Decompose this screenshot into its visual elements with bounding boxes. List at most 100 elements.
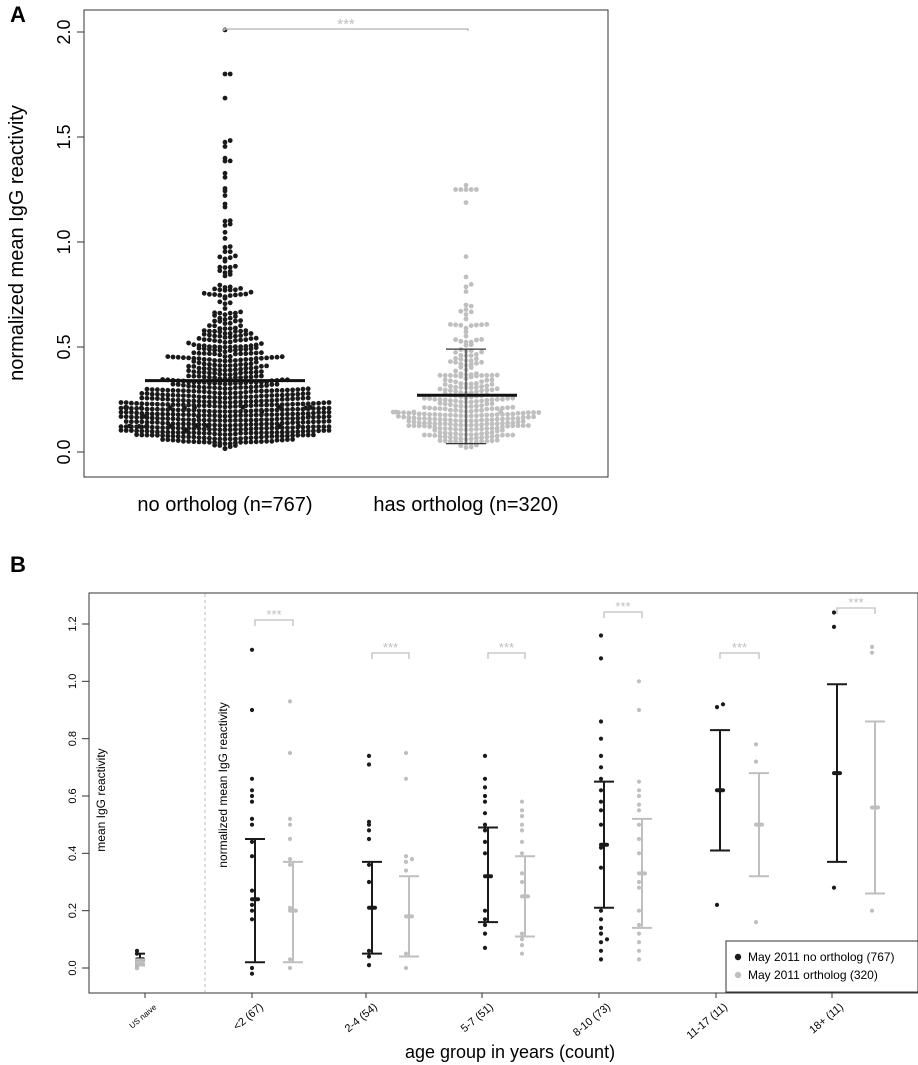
data-point xyxy=(149,396,155,401)
data-point xyxy=(160,420,166,426)
data-point xyxy=(139,411,145,416)
data-point xyxy=(290,425,295,430)
data-point xyxy=(316,419,321,425)
data-point xyxy=(484,387,490,393)
data-point xyxy=(123,414,129,420)
data-point xyxy=(453,350,458,355)
data-point xyxy=(160,387,166,393)
data-point xyxy=(494,397,500,402)
data-point xyxy=(636,779,642,784)
data-point xyxy=(222,409,228,414)
data-point xyxy=(479,379,484,384)
data-point xyxy=(305,401,311,407)
data-point xyxy=(181,425,186,431)
data-point xyxy=(403,965,409,971)
data-point xyxy=(259,434,264,440)
data-point xyxy=(463,316,469,322)
data-point xyxy=(515,419,521,425)
data-point xyxy=(253,342,259,348)
data-point xyxy=(233,253,238,259)
data-point xyxy=(123,400,129,405)
data-point xyxy=(458,427,464,432)
data-point xyxy=(366,819,372,824)
data-point xyxy=(217,292,223,298)
data-point xyxy=(201,413,207,418)
data-point xyxy=(264,421,269,427)
data-point xyxy=(279,388,285,393)
data-point xyxy=(448,431,453,436)
data-point xyxy=(155,429,160,435)
data-point xyxy=(300,424,306,430)
data-point xyxy=(479,359,484,365)
data-point xyxy=(248,399,254,404)
data-point xyxy=(144,391,150,396)
data-point xyxy=(442,412,448,418)
data-point xyxy=(155,387,160,393)
data-point xyxy=(217,404,223,409)
data-point xyxy=(253,394,259,399)
data-point xyxy=(155,425,160,430)
data-point xyxy=(212,338,218,343)
data-point xyxy=(201,374,207,380)
data-point xyxy=(233,310,238,316)
data-point xyxy=(238,362,244,367)
data-point xyxy=(489,430,495,436)
data-point xyxy=(520,423,526,428)
data-point xyxy=(468,282,474,287)
data-point xyxy=(165,420,171,426)
data-point xyxy=(714,902,720,908)
data-point xyxy=(479,373,484,378)
data-point xyxy=(526,414,531,420)
data-point xyxy=(118,427,124,433)
data-point xyxy=(479,431,484,437)
data-point xyxy=(295,401,301,407)
data-point xyxy=(170,397,176,403)
data-point xyxy=(201,366,207,371)
data-point xyxy=(222,418,228,424)
data-point xyxy=(448,426,453,432)
data-point xyxy=(489,426,495,431)
data-point xyxy=(264,355,269,361)
data-point xyxy=(217,310,223,316)
data-point xyxy=(598,736,604,741)
data-point xyxy=(500,420,505,426)
data-point xyxy=(196,365,202,371)
data-point xyxy=(264,425,269,431)
data-point xyxy=(249,793,255,799)
data-point xyxy=(427,420,432,426)
data-point xyxy=(274,388,280,393)
data-point xyxy=(207,408,212,414)
data-point xyxy=(285,429,290,435)
data-point xyxy=(134,401,140,406)
data-point xyxy=(170,437,176,443)
data-point xyxy=(753,920,759,925)
data-point xyxy=(463,187,469,192)
data-point xyxy=(598,719,604,724)
data-point xyxy=(222,256,228,262)
x-tick-label: 11-17 (11) xyxy=(685,1001,730,1042)
data-point xyxy=(196,384,202,390)
data-point xyxy=(191,350,197,356)
data-point xyxy=(285,411,290,417)
data-point xyxy=(222,229,228,235)
data-point xyxy=(201,343,207,349)
data-point xyxy=(468,303,474,309)
data-point xyxy=(227,331,233,336)
data-point xyxy=(474,360,479,366)
data-point xyxy=(238,337,244,343)
data-point xyxy=(222,155,228,161)
data-point xyxy=(217,399,223,405)
data-point xyxy=(233,422,238,428)
data-point xyxy=(217,363,223,368)
data-point xyxy=(155,432,160,438)
data-point xyxy=(714,705,720,710)
data-point xyxy=(287,965,293,971)
data-point xyxy=(212,427,218,432)
data-point xyxy=(196,430,202,436)
data-point xyxy=(505,396,510,401)
data-point xyxy=(295,432,301,438)
data-point xyxy=(144,395,150,401)
significance-bracket xyxy=(487,652,526,659)
data-point xyxy=(248,365,254,371)
data-point xyxy=(437,430,443,435)
